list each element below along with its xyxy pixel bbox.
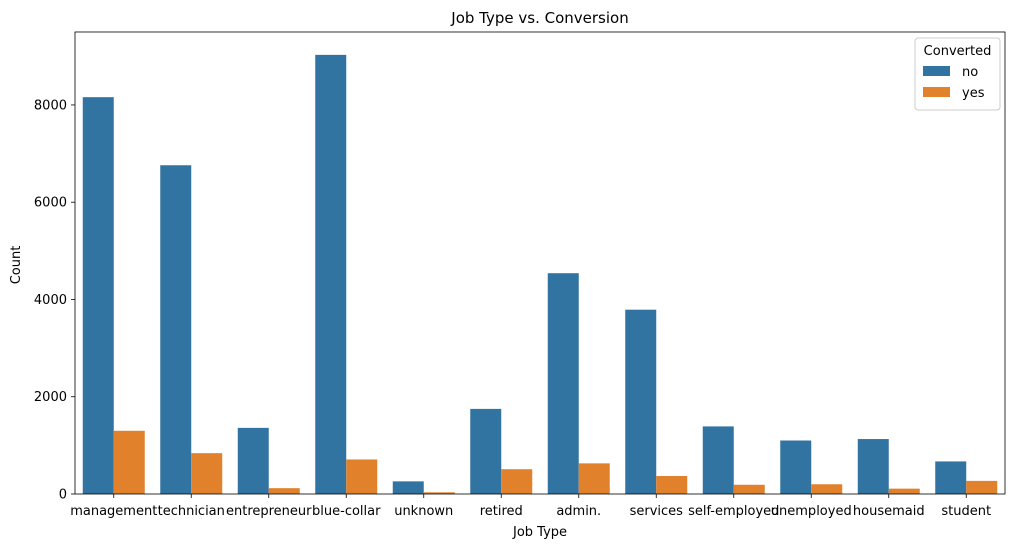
y-tick-label: 4000	[34, 293, 67, 308]
x-tick-label: housemaid	[853, 504, 925, 519]
bar-yes-self-employed	[733, 484, 765, 494]
chart-title: Job Type vs. Conversion	[450, 9, 628, 27]
legend-swatch-yes	[923, 87, 950, 97]
y-tick-label: 8000	[34, 98, 67, 113]
x-axis-label: Job Type	[512, 525, 567, 540]
bar-yes-retired	[501, 469, 533, 494]
bar-no-unemployed	[780, 440, 812, 494]
bar-yes-unknown	[423, 492, 455, 494]
bar-yes-entrepreneur	[268, 488, 300, 494]
legend-label-yes: yes	[962, 86, 985, 101]
legend: Converted no yes	[914, 37, 1001, 111]
legend-label-no: no	[962, 65, 978, 80]
x-tick-label: technician	[158, 504, 225, 519]
bar-yes-blue-collar	[346, 459, 378, 494]
bar-yes-student	[966, 480, 998, 494]
bar-no-self-employed	[702, 426, 734, 494]
x-tick-label: management	[70, 504, 157, 519]
y-tick-label: 0	[59, 488, 67, 503]
bar-no-student	[935, 461, 967, 494]
bar-no-housemaid	[857, 439, 889, 494]
legend-title: Converted	[924, 44, 992, 59]
x-tick-label: blue-collar	[312, 504, 381, 519]
bar-yes-management	[113, 430, 145, 494]
bar-no-services	[625, 309, 657, 494]
plot-frame	[74, 31, 1006, 495]
y-tick-label: 2000	[34, 390, 67, 405]
bar-yes-housemaid	[888, 488, 920, 494]
x-tick-label: services	[630, 504, 684, 519]
x-tick-label: unknown	[394, 504, 453, 519]
bar-yes-admin.	[578, 463, 610, 494]
y-tick-label: 6000	[34, 196, 67, 211]
x-tick-label: student	[941, 504, 991, 519]
bar-no-unknown	[392, 481, 424, 494]
x-tick-label: self-employed	[688, 504, 779, 519]
bar-no-blue-collar	[315, 54, 347, 495]
x-tick-label: admin.	[556, 504, 601, 519]
y-axis-label: Count	[9, 246, 24, 285]
bar-yes-services	[656, 476, 688, 494]
bar-no-entrepreneur	[237, 427, 269, 494]
bar-no-retired	[470, 408, 502, 494]
bar-no-admin.	[547, 273, 579, 494]
bar-no-technician	[160, 165, 192, 494]
x-tick-label: retired	[480, 504, 523, 519]
bar-yes-unemployed	[811, 484, 843, 494]
bar-no-management	[82, 97, 114, 495]
plot-area: 0 2000 4000 6000 8000 management technician ent…	[34, 31, 1006, 519]
legend-swatch-no	[923, 66, 950, 76]
bar-yes-technician	[191, 453, 223, 494]
x-tick-label: unemployed	[771, 504, 852, 519]
x-tick-label: entrepreneur	[226, 504, 312, 519]
